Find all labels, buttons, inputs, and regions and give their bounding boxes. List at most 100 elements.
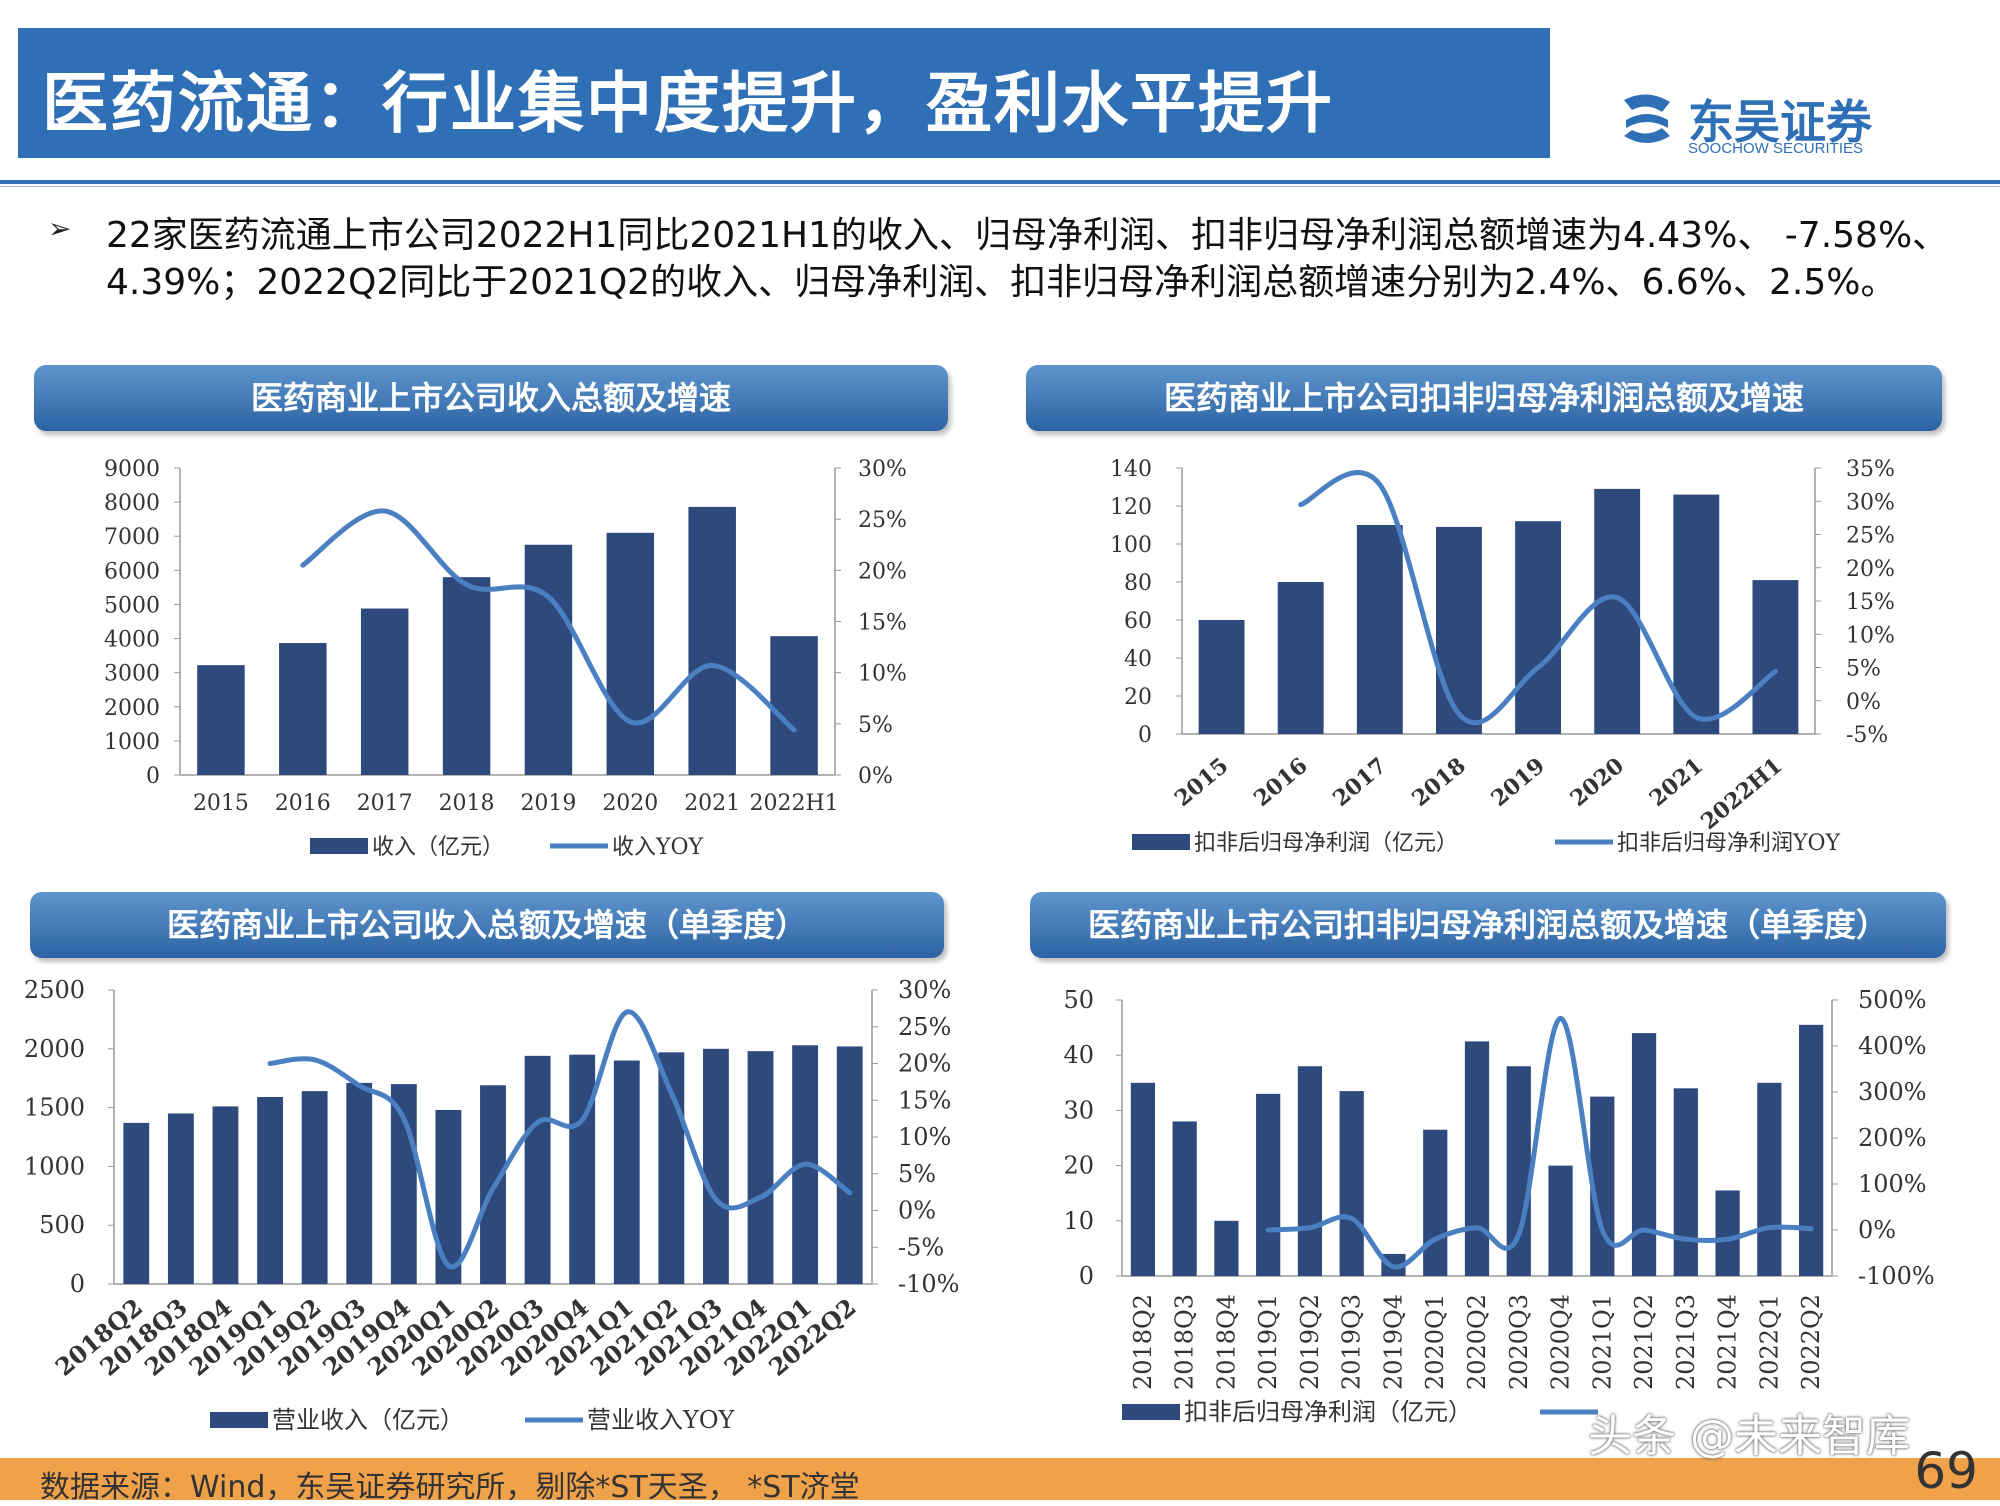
bar xyxy=(279,642,327,775)
y-left-tick-label: 2000 xyxy=(104,696,160,721)
page-number: 69 xyxy=(1914,1442,1978,1500)
chart-title-revenue-quarterly: 医药商业上市公司收入总额及增速（单季度） xyxy=(30,892,944,958)
x-tick-label: 2018Q3 xyxy=(1171,1294,1199,1390)
bar xyxy=(1339,1091,1364,1276)
y-right-tick-label: 35% xyxy=(1846,457,1895,482)
bullet-arrow-icon: ➢ xyxy=(48,212,72,245)
header-divider xyxy=(0,180,2000,184)
chart-title-net-profit: 医药商业上市公司扣非归母净利润总额及增速 xyxy=(1026,365,1942,431)
y-left-tick-label: 50 xyxy=(1063,986,1094,1014)
legend-bar-label: 收入（亿元） xyxy=(372,835,504,860)
x-tick-label: 2021 xyxy=(684,791,740,816)
legend-bar-label: 扣非后归母净利润（亿元） xyxy=(1184,1398,1472,1426)
x-tick-label: 2019Q4 xyxy=(1379,1294,1407,1390)
header-divider-thin xyxy=(0,186,2000,187)
y-left-tick-label: 40 xyxy=(1063,1041,1094,1069)
x-tick-label: 2020 xyxy=(602,791,658,816)
y-left-tick-label: 2500 xyxy=(24,976,85,1004)
y-left-tick-label: 500 xyxy=(39,1211,85,1239)
yoy-line xyxy=(1265,1015,1814,1270)
bar xyxy=(197,665,245,775)
bar xyxy=(442,577,491,775)
x-tick-label: 2018Q4 xyxy=(1212,1294,1240,1390)
legend-bar-swatch xyxy=(1122,1404,1180,1420)
y-right-tick-label: 10% xyxy=(858,662,907,687)
y-right-tick-label: 25% xyxy=(858,508,907,533)
bar xyxy=(1673,494,1720,734)
y-right-tick-label: 15% xyxy=(858,611,907,636)
y-left-tick-label: 8000 xyxy=(104,491,160,516)
x-tick-label: 2020Q4 xyxy=(1547,1294,1575,1390)
x-tick-label: 2019Q1 xyxy=(1254,1294,1282,1390)
y-left-tick-label: 0 xyxy=(1138,723,1152,748)
y-left-tick-label: 140 xyxy=(1110,457,1152,482)
legend-line-label: 营业收入YOY xyxy=(587,1406,736,1434)
y-left-tick-label: 0 xyxy=(70,1270,85,1298)
bar xyxy=(346,1082,373,1284)
bar xyxy=(1130,1082,1155,1276)
bar xyxy=(1423,1129,1448,1276)
y-right-tick-label: -100% xyxy=(1858,1262,1935,1290)
bar xyxy=(1673,1088,1698,1276)
bar xyxy=(1277,582,1324,734)
data-source-note: 数据来源：Wind，东吴证券研究所，剔除*ST天圣， *ST济堂 xyxy=(40,1470,860,1505)
y-right-tick-label: 100% xyxy=(1858,1170,1927,1198)
y-left-tick-label: 1000 xyxy=(24,1152,85,1180)
chart-title-revenue: 医药商业上市公司收入总额及增速 xyxy=(34,365,948,431)
y-right-tick-label: 20% xyxy=(898,1050,951,1078)
y-left-tick-label: 80 xyxy=(1124,571,1152,596)
x-tick-label: 2022Q2 xyxy=(1797,1294,1825,1390)
bar xyxy=(1356,525,1403,734)
brand-logo: 东吴证券 SOOCHOW SECURITIES xyxy=(1618,86,1898,166)
y-left-tick-label: 30 xyxy=(1063,1096,1094,1124)
x-tick-label: 2021Q4 xyxy=(1714,1294,1742,1390)
y-left-tick-label: 6000 xyxy=(104,559,160,584)
y-right-tick-label: 0% xyxy=(898,1197,936,1225)
yoy-line xyxy=(267,1009,853,1270)
bar xyxy=(1435,526,1482,734)
legend-line-label: 扣非后归母净利润YOY xyxy=(1617,831,1841,856)
bar xyxy=(1515,521,1562,734)
y-right-tick-label: 10% xyxy=(898,1123,951,1151)
x-tick-label: 2017 xyxy=(357,791,413,816)
x-tick-label: 2018Q2 xyxy=(1129,1294,1157,1390)
y-right-tick-label: 300% xyxy=(1858,1078,1927,1106)
bar xyxy=(524,1055,551,1284)
bar xyxy=(257,1097,283,1284)
bar xyxy=(703,1048,729,1284)
x-tick-label: 2020Q1 xyxy=(1421,1294,1449,1390)
x-tick-label: 2022H1 xyxy=(749,791,838,816)
chart-title-net-profit-quarterly: 医药商业上市公司扣非归母净利润总额及增速（单季度） xyxy=(1030,892,1946,958)
legend-bar-swatch xyxy=(310,838,368,854)
y-left-tick-label: 40 xyxy=(1124,647,1152,672)
x-tick-label: 2015 xyxy=(193,791,249,816)
y-right-tick-label: 25% xyxy=(1846,524,1895,549)
x-tick-label: 2021Q2 xyxy=(1630,1294,1658,1390)
y-right-tick-label: 20% xyxy=(858,559,907,584)
legend-bar-label: 扣非后归母净利润（亿元） xyxy=(1194,831,1458,856)
y-left-tick-label: 9000 xyxy=(104,457,160,482)
bar xyxy=(1198,620,1245,734)
y-left-tick-label: 20 xyxy=(1124,685,1152,710)
y-right-tick-label: 0% xyxy=(1858,1216,1896,1244)
y-right-tick-label: 0% xyxy=(1846,690,1881,715)
y-right-tick-label: 0% xyxy=(858,764,893,789)
y-left-tick-label: 100 xyxy=(1110,533,1152,558)
bar xyxy=(1172,1121,1197,1276)
y-right-tick-label: 15% xyxy=(898,1086,951,1114)
bar xyxy=(770,636,818,775)
bar xyxy=(1464,1041,1490,1276)
bar xyxy=(212,1106,239,1284)
bar xyxy=(167,1113,194,1284)
y-right-tick-label: 25% xyxy=(898,1013,951,1041)
y-right-tick-label: 500% xyxy=(1858,986,1927,1014)
y-left-tick-label: 0 xyxy=(146,764,160,789)
bar xyxy=(1715,1190,1740,1276)
legend-bar-label: 营业收入（亿元） xyxy=(272,1406,464,1434)
bar xyxy=(1631,1033,1657,1276)
y-right-tick-label: 400% xyxy=(1858,1032,1927,1060)
bar xyxy=(688,506,736,775)
bar xyxy=(606,532,655,775)
bar xyxy=(1757,1082,1782,1276)
